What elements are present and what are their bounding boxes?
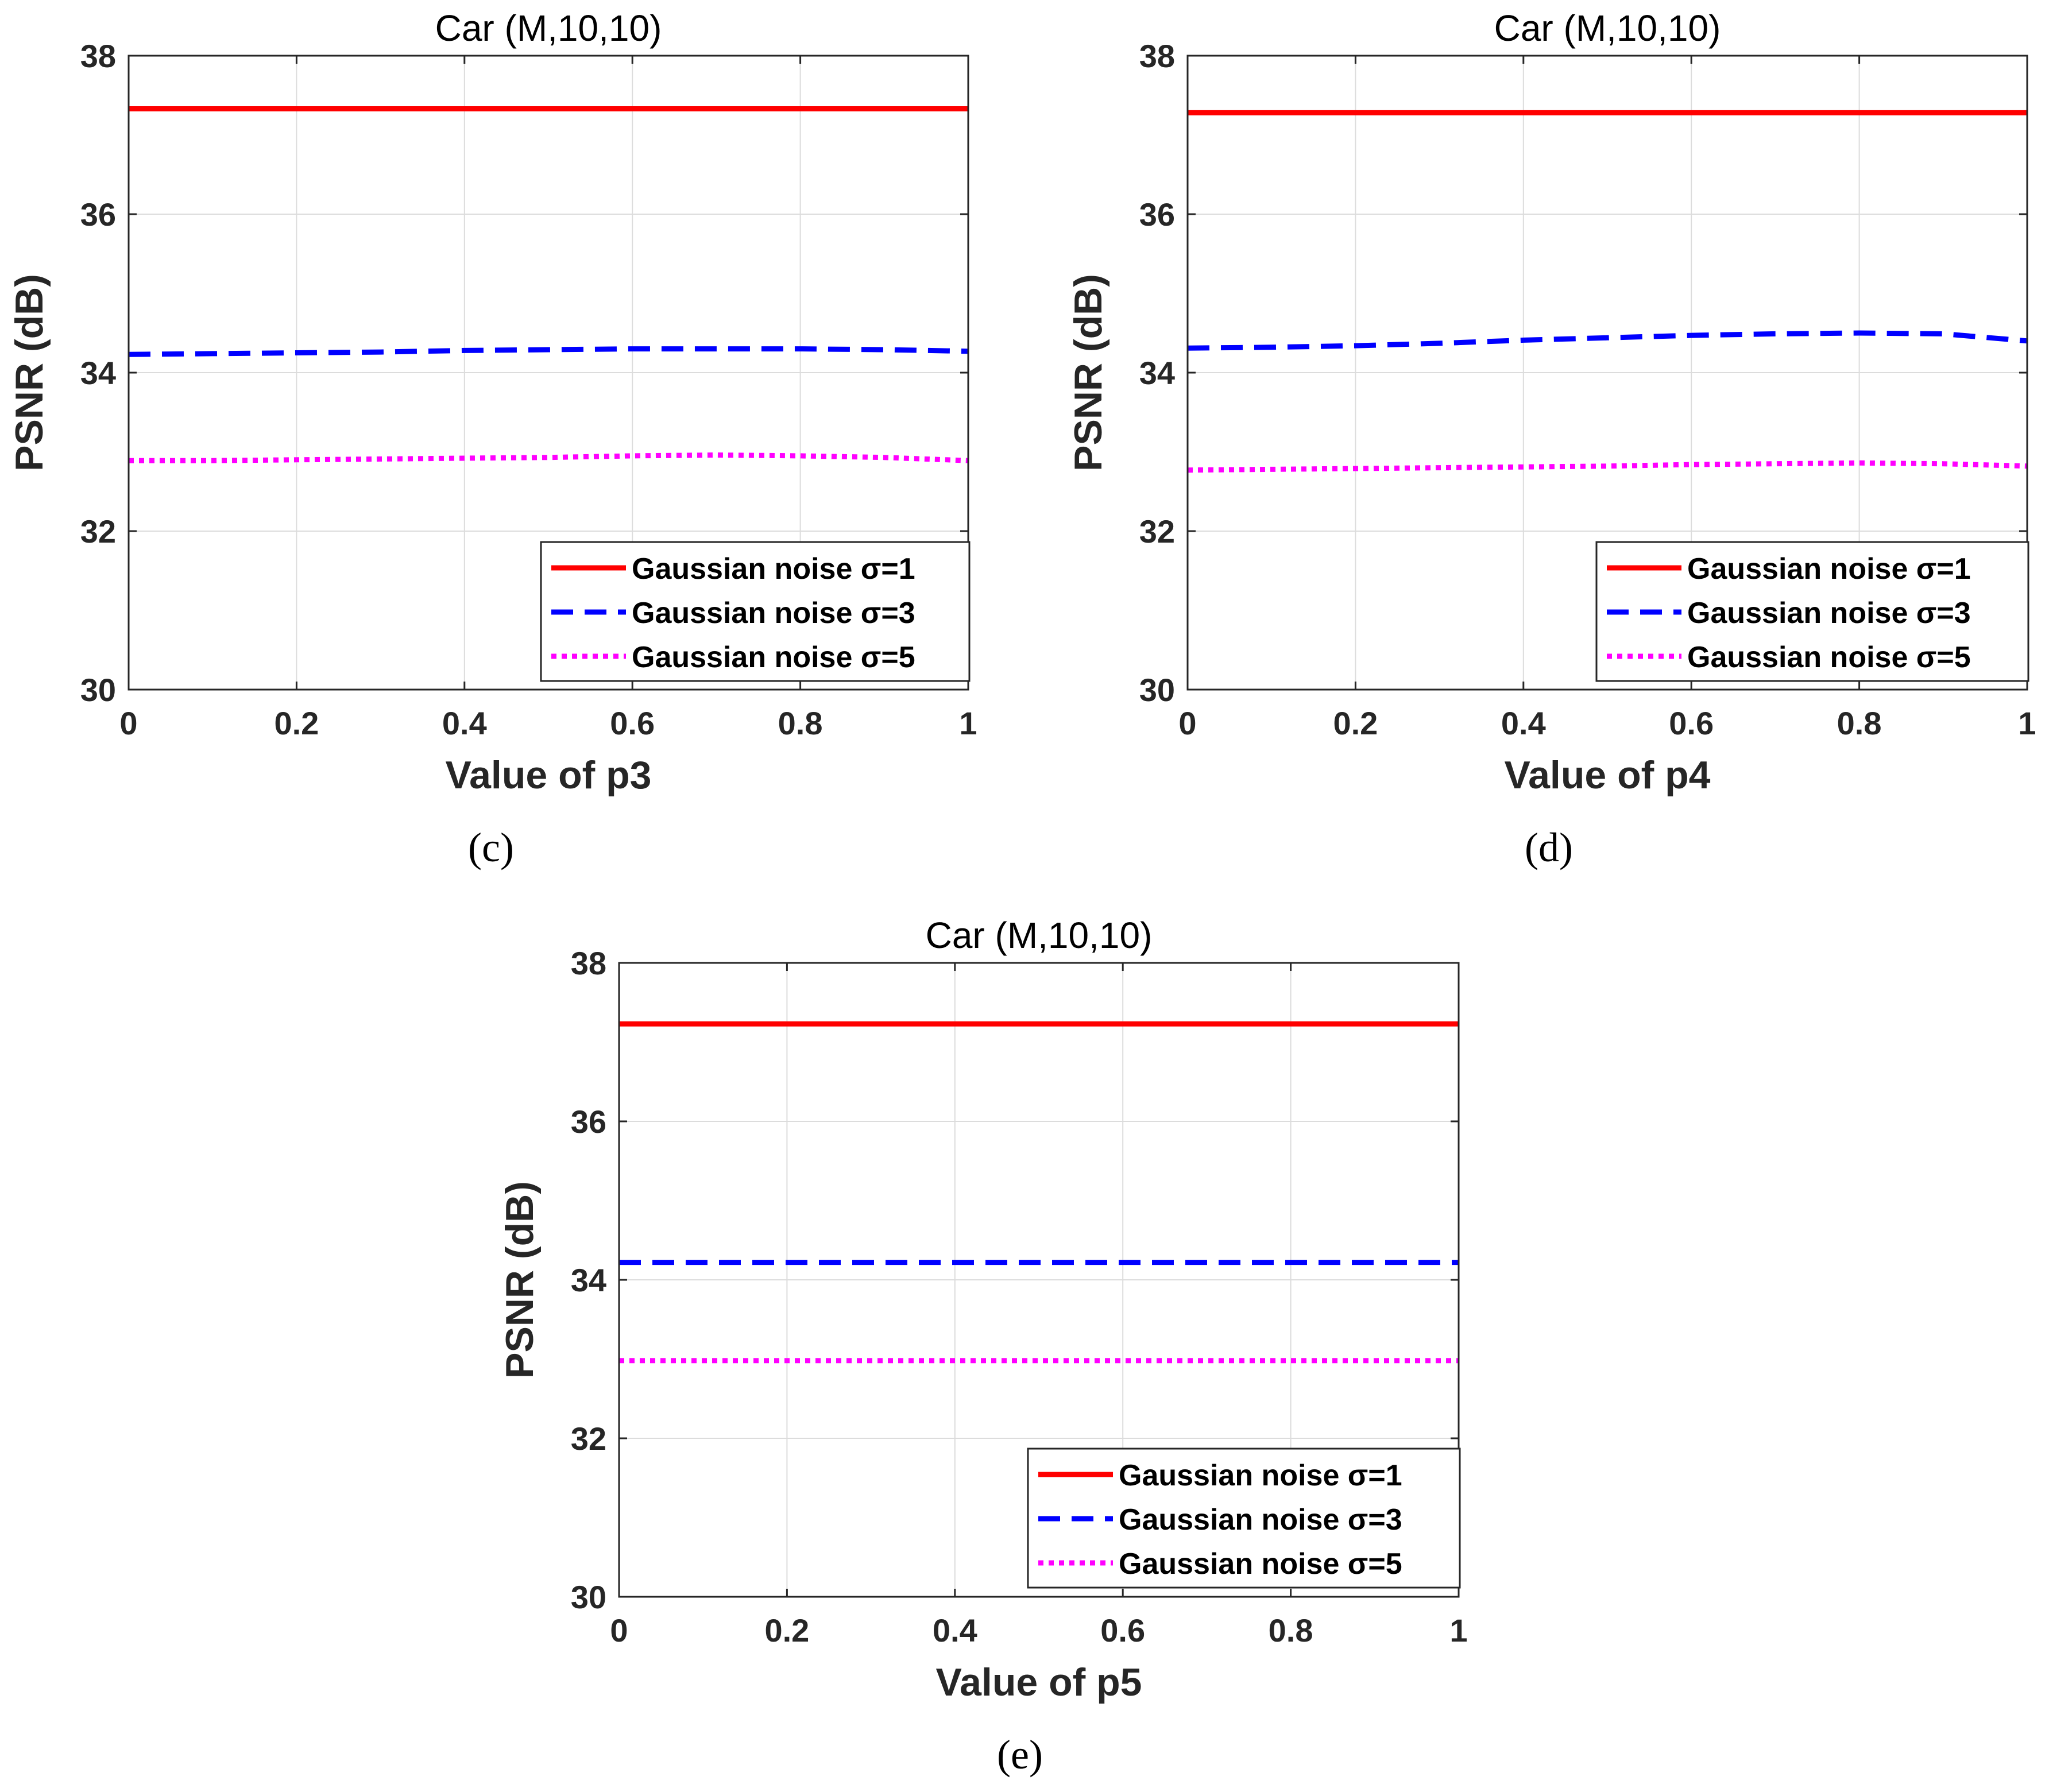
y-tick-label: 36 bbox=[1139, 196, 1175, 233]
legend-entry: Gaussian noise σ=1 bbox=[1687, 552, 1971, 586]
y-tick-label: 32 bbox=[571, 1421, 606, 1457]
y-tick-label: 32 bbox=[1139, 513, 1175, 549]
legend-entry: Gaussian noise σ=5 bbox=[1119, 1547, 1402, 1581]
y-tick-label: 32 bbox=[80, 513, 116, 549]
legend-entry: Gaussian noise σ=3 bbox=[1687, 597, 1971, 630]
y-tick-label: 30 bbox=[571, 1579, 606, 1615]
x-tick-label: 0.2 bbox=[1333, 705, 1378, 741]
y-tick-label: 30 bbox=[80, 672, 116, 708]
y-tick-label: 38 bbox=[1139, 38, 1175, 74]
legend-box bbox=[1595, 541, 2029, 682]
legend-box bbox=[540, 541, 971, 682]
legend-entry: Gaussian noise σ=3 bbox=[1119, 1503, 1402, 1536]
y-axis-label: PSNR (dB) bbox=[1066, 274, 1110, 471]
y-axis-label: PSNR (dB) bbox=[7, 274, 51, 471]
legend-box bbox=[1027, 1447, 1461, 1589]
panel-caption: (e) bbox=[997, 1732, 1043, 1778]
y-tick-label: 34 bbox=[571, 1262, 606, 1298]
x-tick-label: 0 bbox=[119, 705, 137, 741]
chart-panel-e: 0 0.2 0.4 0.6 0.8 1 30 32 34 36 38 Car (M,10,10) Val… bbox=[498, 915, 1468, 1778]
x-tick-label: 1 bbox=[2018, 705, 2036, 741]
x-tick-label: 1 bbox=[1449, 1612, 1467, 1648]
y-tick-label: 38 bbox=[571, 945, 606, 981]
x-tick-label: 0.4 bbox=[442, 705, 487, 741]
x-axis-label: Value of p4 bbox=[1505, 753, 1711, 797]
y-tick-label: 36 bbox=[80, 196, 116, 233]
y-tick-label: 38 bbox=[80, 38, 116, 74]
legend: Gaussian noise σ=1 Gaussian noise σ=3 Gaus… bbox=[540, 541, 971, 682]
y-tick-label: 34 bbox=[1139, 355, 1175, 391]
series-line-2 bbox=[1188, 330, 2027, 351]
x-tick-label: 0.6 bbox=[1100, 1612, 1145, 1648]
y-tick-label: 34 bbox=[80, 355, 116, 391]
x-tick-label: 0 bbox=[610, 1612, 628, 1648]
x-tick-label: 0.2 bbox=[274, 705, 319, 741]
chart-title: Car (M,10,10) bbox=[926, 915, 1153, 956]
legend: Gaussian noise σ=1 Gaussian noise σ=3 Gaus… bbox=[1027, 1447, 1461, 1589]
legend: Gaussian noise σ=1 Gaussian noise σ=3 Gaus… bbox=[1595, 541, 2029, 682]
x-tick-label: 0 bbox=[1178, 705, 1196, 741]
panel-caption: (d) bbox=[1525, 825, 1573, 870]
series-line-3 bbox=[129, 452, 968, 463]
x-tick-label: 0.8 bbox=[1837, 705, 1882, 741]
x-axis-label: Value of p3 bbox=[446, 753, 652, 797]
series-line-3 bbox=[1188, 460, 2027, 473]
x-tick-label: 0.6 bbox=[610, 705, 655, 741]
chart-panel-d: 0 0.2 0.4 0.6 0.8 1 30 32 34 36 38 Car (M,10,10) Val… bbox=[1066, 7, 2036, 870]
legend-entry: Gaussian noise σ=3 bbox=[632, 597, 915, 630]
y-tick-label: 30 bbox=[1139, 672, 1175, 708]
series-line-2 bbox=[129, 346, 968, 357]
panel-caption: (c) bbox=[468, 825, 514, 870]
x-tick-label: 0.6 bbox=[1669, 705, 1714, 741]
x-tick-label: 0.8 bbox=[1269, 1612, 1313, 1648]
x-tick-label: 0.2 bbox=[764, 1612, 809, 1648]
x-axis-label: Value of p5 bbox=[936, 1661, 1142, 1704]
chart-panel-c: 0 0.2 0.4 0.6 0.8 1 30 32 34 36 38 Car (M,10,10) Val… bbox=[7, 7, 977, 870]
legend-entry: Gaussian noise σ=5 bbox=[1687, 641, 1971, 674]
legend-entry: Gaussian noise σ=5 bbox=[632, 641, 915, 674]
x-tick-label: 0.4 bbox=[933, 1612, 977, 1648]
y-tick-label: 36 bbox=[571, 1104, 606, 1140]
legend-entry: Gaussian noise σ=1 bbox=[632, 552, 915, 586]
legend-entry: Gaussian noise σ=1 bbox=[1119, 1459, 1402, 1492]
x-tick-label: 0.8 bbox=[778, 705, 823, 741]
x-tick-label: 1 bbox=[959, 705, 977, 741]
chart-title: Car (M,10,10) bbox=[1494, 7, 1721, 49]
x-tick-label: 0.4 bbox=[1501, 705, 1546, 741]
chart-title: Car (M,10,10) bbox=[435, 7, 662, 49]
y-axis-label: PSNR (dB) bbox=[498, 1181, 542, 1379]
